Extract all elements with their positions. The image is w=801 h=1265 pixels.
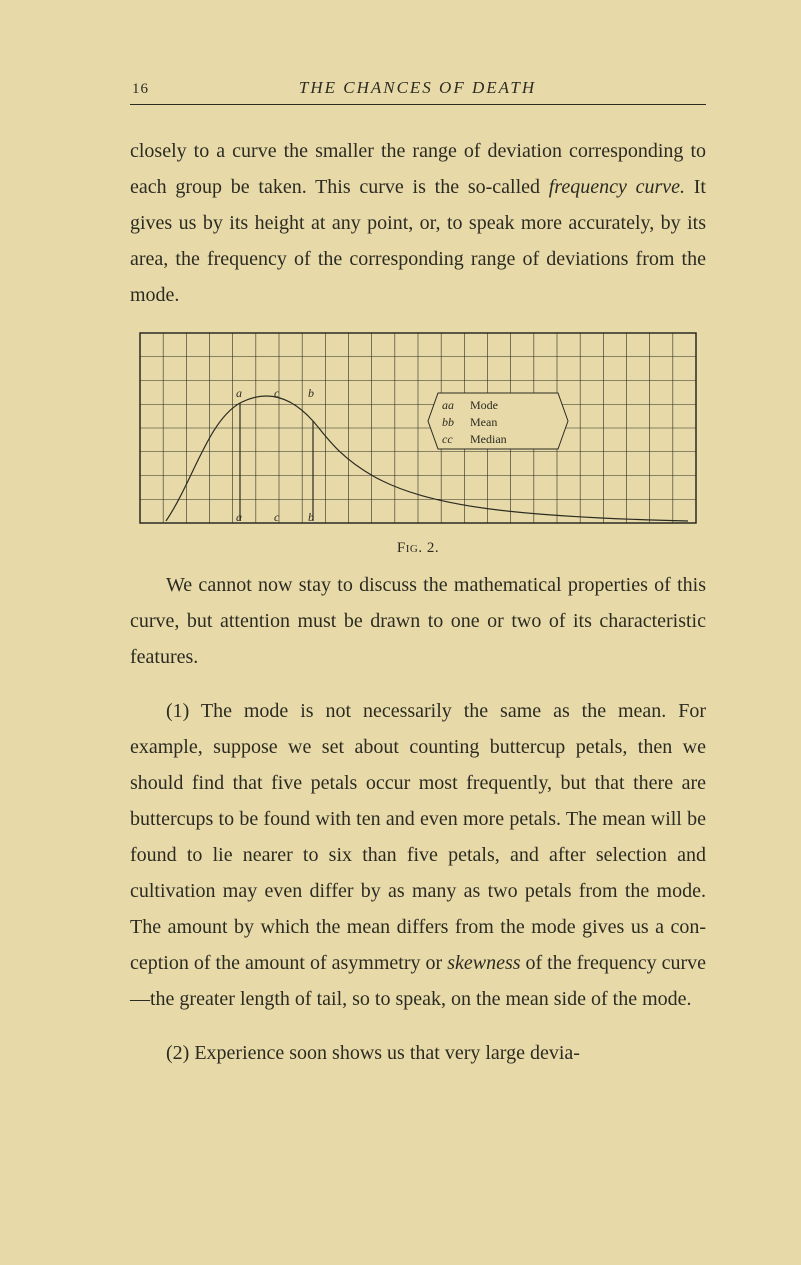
svg-text:a: a [236,386,242,400]
figure-2-svg: a c b a c b aa Mode bb Mean cc Median [138,331,698,531]
header-rule [130,104,706,105]
svg-text:c: c [274,510,280,524]
page-container: 16 THE CHANCES OF DEATH closely to a cur… [0,0,801,1265]
svg-text:Median: Median [470,432,507,446]
svg-text:b: b [308,510,314,524]
svg-text:Mean: Mean [470,415,497,429]
running-head: 16 THE CHANCES OF DEATH [130,78,706,104]
svg-text:b: b [308,386,314,400]
paragraph-3: (1) The mode is not necessarily the same… [130,693,706,1017]
p1-em-frequency-curve: frequency curve. [549,176,685,198]
figure-caption-label: Fig. [397,540,423,556]
svg-text:Mode: Mode [470,398,498,412]
svg-text:cc: cc [442,432,453,446]
p3-em-skewness: skewness [447,952,520,974]
svg-text:aa: aa [442,398,454,412]
svg-text:a: a [236,510,242,524]
page-number: 16 [132,81,149,98]
paragraph-4: (2) Experience soon shows us that very l… [130,1035,706,1071]
svg-text:c: c [274,386,280,400]
figure-2: a c b a c b aa Mode bb Mean cc Median Fig. 2. [138,331,698,557]
figure-caption-number: 2. [427,540,439,556]
svg-text:bb: bb [442,415,454,429]
running-title: THE CHANCES OF DEATH [149,78,686,98]
figure-caption: Fig. 2. [138,540,698,557]
paragraph-2: We cannot now stay to discuss the mathem… [130,567,706,675]
paragraph-1: closely to a curve the smaller the range… [130,133,706,313]
p3-text-a: (1) The mode is not necessarily the same… [130,700,706,974]
